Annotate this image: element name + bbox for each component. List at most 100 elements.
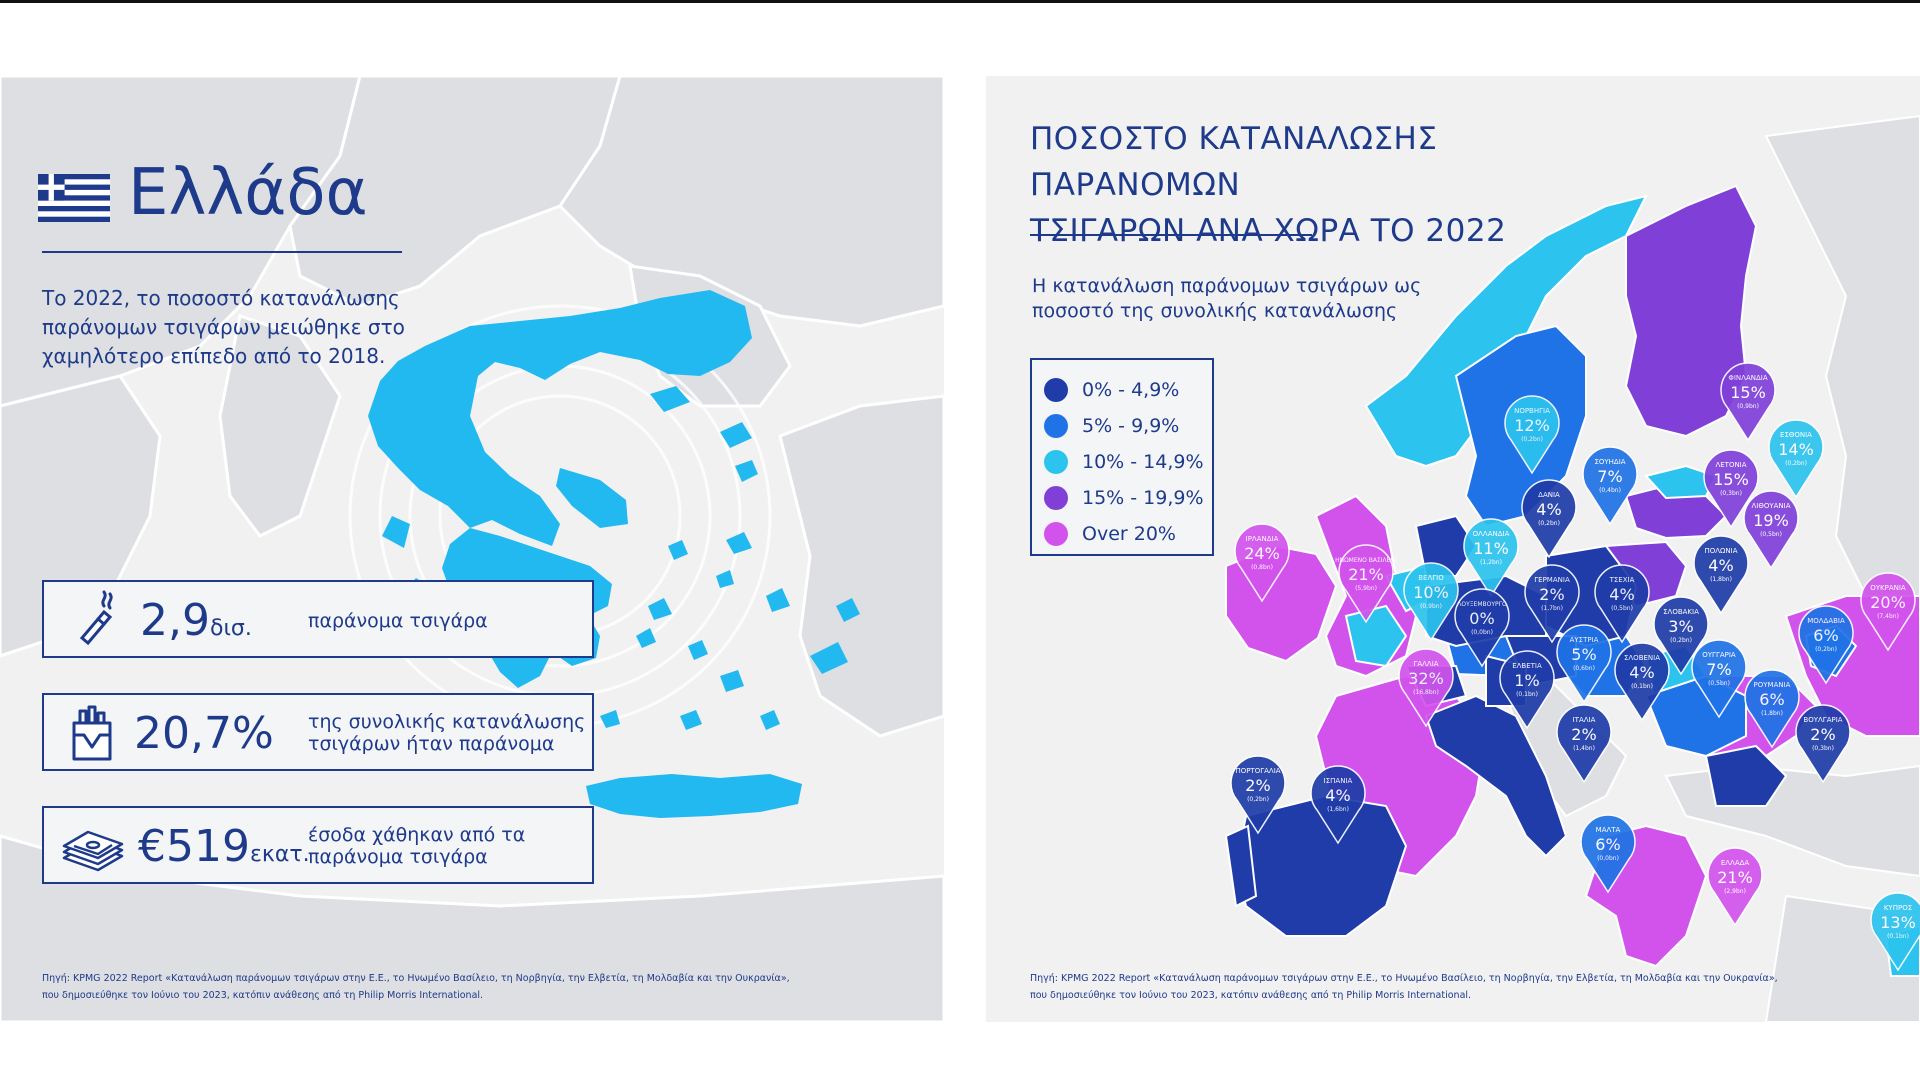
pin-marker bbox=[1768, 419, 1824, 499]
pin-percent: 3% bbox=[1668, 617, 1693, 636]
pin-percent: 11% bbox=[1473, 539, 1509, 558]
pin-volume: (0,3bn) bbox=[1812, 745, 1834, 752]
pin-marker bbox=[1653, 596, 1709, 676]
stat-value: €519εκατ. bbox=[138, 821, 310, 872]
source-line: Πηγή: KPMG 2022 Report «Κατανάλωση παράν… bbox=[1030, 973, 1778, 984]
pin-volume: (1,4bn) bbox=[1573, 745, 1595, 752]
pin-country-name: ΙΣΠΑΝΙΑ bbox=[1324, 777, 1353, 785]
pin-marker bbox=[1454, 588, 1510, 668]
pin-volume: (0,2bn) bbox=[1247, 796, 1269, 803]
map-title-line: ΤΣΙΓΑΡΩΝ ΑΝΑ ΧΩΡΑ ΤΟ 2022 bbox=[1030, 213, 1507, 249]
pin-country-name: ΗΝΩΜΕΝΟ ΒΑΣΙΛΕΙΟ bbox=[1335, 557, 1397, 564]
legend-label: 0% - 4,9% bbox=[1082, 379, 1180, 401]
pin-marker bbox=[1234, 523, 1290, 603]
pin-volume: (0,8bn) bbox=[1251, 564, 1273, 571]
pin-percent: 12% bbox=[1514, 416, 1550, 435]
legend-label: 10% - 14,9% bbox=[1082, 451, 1204, 473]
pin-country-name: ΓΑΛΛΙΑ bbox=[1413, 660, 1438, 668]
pin-country-name: ΛΟΥΞΕΜΒΟΥΡΓΟ bbox=[1457, 601, 1507, 608]
pin-marker bbox=[1556, 624, 1612, 704]
pin-country-name: ΒΕΛΓΙΟ bbox=[1418, 574, 1444, 582]
pin-marker bbox=[1403, 562, 1459, 642]
pin-marker bbox=[1870, 892, 1920, 972]
pin-percent: 4% bbox=[1708, 556, 1733, 575]
pin-volume: (0,2bn) bbox=[1815, 646, 1837, 653]
map-legend: 0% - 4,9% 5% - 9,9% 10% - 14,9% 15% - 19… bbox=[1030, 358, 1214, 556]
pin-volume: (0,9bn) bbox=[1420, 603, 1442, 610]
pin-volume: (1,2bn) bbox=[1480, 559, 1502, 566]
pin-percent: 24% bbox=[1244, 544, 1280, 563]
legend-item: 0% - 4,9% bbox=[1044, 372, 1212, 408]
pin-marker bbox=[1743, 490, 1799, 570]
stat-box-cigarettes: 2,9δισ. παράνομα τσιγάρα bbox=[42, 580, 594, 658]
title-divider bbox=[1030, 234, 1312, 236]
pin-volume: (0,4bn) bbox=[1599, 487, 1621, 494]
pin-percent: 10% bbox=[1413, 583, 1449, 602]
pin-country-name: ΕΣΘΟΝΙΑ bbox=[1780, 431, 1812, 439]
pin-country-name: ΜΟΛΔΑΒΙΑ bbox=[1807, 617, 1845, 625]
pin-marker bbox=[1594, 564, 1650, 644]
pin-percent: 13% bbox=[1880, 913, 1916, 932]
pin-marker bbox=[1798, 605, 1854, 685]
stat-box-share: 20,7% της συνολικής κατανάλωσης τσιγάρων… bbox=[42, 693, 594, 771]
legend-item: Over 20% bbox=[1044, 516, 1212, 552]
cigarette-icon bbox=[79, 590, 113, 646]
country-title: Ελλάδα bbox=[128, 156, 368, 230]
legend-swatch bbox=[1044, 486, 1068, 510]
pin-country-name: ΟΛΛΑΝΔΙΑ bbox=[1473, 530, 1510, 538]
source-line: Πηγή: KPMG 2022 Report «Κατανάλωση παράν… bbox=[42, 973, 790, 984]
map-title: ΠΟΣΟΣΤΟ ΚΑΤΑΝΑΛΩΣΗΣ ΠΑΡΑΝΟΜΩΝ ΤΣΙΓΑΡΩΝ Α… bbox=[1030, 116, 1650, 254]
pin-volume: (0,2bn) bbox=[1538, 520, 1560, 527]
legend-swatch bbox=[1044, 450, 1068, 474]
stat-description: παράνομα τσιγάρα bbox=[308, 610, 488, 632]
pin-volume: (0,9bn) bbox=[1737, 403, 1759, 410]
pin-percent: 21% bbox=[1717, 868, 1753, 887]
greece-flag-icon bbox=[38, 174, 110, 222]
pin-country-name: ΜΑΛΤΑ bbox=[1596, 826, 1621, 834]
stat-value: 20,7% bbox=[134, 708, 274, 759]
pin-marker bbox=[1524, 564, 1580, 644]
pin-marker bbox=[1580, 814, 1636, 894]
pin-percent: 5% bbox=[1571, 645, 1596, 664]
pin-country-name: ΛΕΤΟΝΙΑ bbox=[1715, 461, 1746, 469]
title-divider bbox=[42, 251, 402, 253]
europe-map-panel: ΦΙΝΛΑΝΔΙΑ 15% (0,9bn) ΝΟΡΒΗΓΙΑ 12% (0,2bn) ΣΟΥ… bbox=[986, 76, 1920, 1022]
pin-percent: 32% bbox=[1408, 669, 1444, 688]
pin-volume: (2,9bn) bbox=[1724, 888, 1746, 895]
stat-box-revenue: €519εκατ. έσοδα χάθηκαν από τα παράνομα … bbox=[42, 806, 594, 884]
pin-marker bbox=[1463, 518, 1519, 598]
map-subtitle: Η κατανάλωση παράνομων τσιγάρων ως ποσοσ… bbox=[1032, 275, 1422, 322]
pin-volume: (0,2bn) bbox=[1670, 637, 1692, 644]
pin-country-name: ΟΥΓΓΑΡΙΑ bbox=[1702, 651, 1736, 659]
money-stack-icon bbox=[62, 830, 124, 872]
map-title-line: ΠΟΣΟΣΤΟ ΚΑΤΑΝΑΛΩΣΗΣ ΠΑΡΑΝΟΜΩΝ bbox=[1030, 121, 1438, 203]
pin-marker bbox=[1398, 648, 1454, 728]
pin-volume: (0,0bn) bbox=[1597, 855, 1619, 862]
pin-percent: 7% bbox=[1706, 660, 1731, 679]
pin-percent: 21% bbox=[1348, 565, 1384, 584]
pin-country-name: ΦΙΝΛΑΝΔΙΑ bbox=[1728, 374, 1767, 382]
pin-country-name: ΙΡΛΑΝΔΙΑ bbox=[1246, 535, 1279, 543]
pin-marker bbox=[1614, 642, 1670, 722]
legend-label: 15% - 19,9% bbox=[1082, 487, 1204, 509]
pin-country-name: ΤΣΕΧΙΑ bbox=[1609, 576, 1635, 584]
source-line: που δημοσιεύθηκε τον Ιούνιο του 2023, κα… bbox=[1030, 990, 1472, 1001]
pin-volume: (1,7bn) bbox=[1541, 605, 1563, 612]
legend-swatch bbox=[1044, 414, 1068, 438]
pin-country-name: ΠΟΡΤΟΓΑΛΙΑ bbox=[1235, 767, 1280, 775]
pin-percent: 1% bbox=[1514, 671, 1539, 690]
pin-volume: (0,2bn) bbox=[1521, 436, 1543, 443]
stat-value: 2,9δισ. bbox=[140, 595, 252, 646]
pin-volume: (0,6bn) bbox=[1573, 665, 1595, 672]
pin-marker bbox=[1310, 765, 1366, 845]
pin-country-name: ΠΟΛΩΝΙΑ bbox=[1704, 547, 1737, 555]
